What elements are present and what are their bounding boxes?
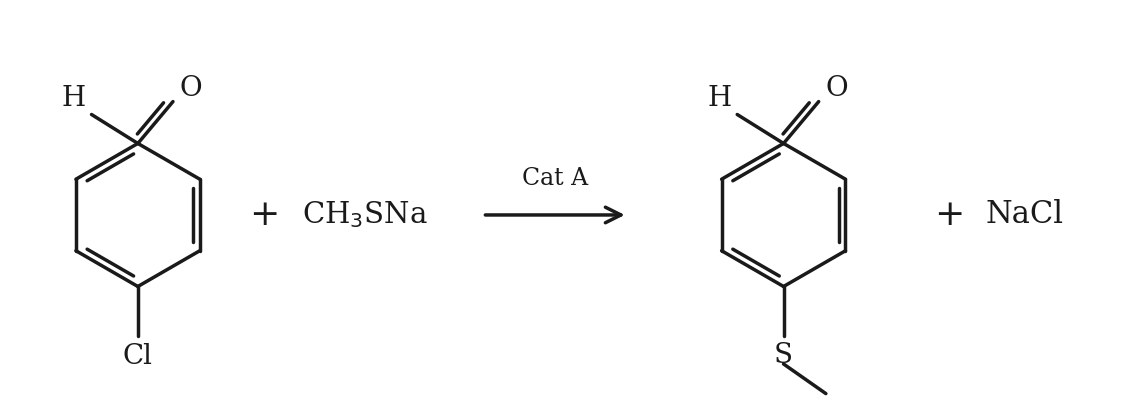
Text: NaCl: NaCl xyxy=(986,200,1063,231)
Text: O: O xyxy=(826,75,849,102)
Text: S: S xyxy=(774,342,793,369)
Text: +: + xyxy=(249,198,279,232)
Text: O: O xyxy=(180,75,203,102)
Text: H: H xyxy=(707,84,731,112)
Text: CH$_3$SNa: CH$_3$SNa xyxy=(301,200,427,230)
Text: H: H xyxy=(61,84,86,112)
Text: Cat A: Cat A xyxy=(522,167,588,190)
Text: Cl: Cl xyxy=(122,343,153,370)
Text: +: + xyxy=(935,198,964,232)
